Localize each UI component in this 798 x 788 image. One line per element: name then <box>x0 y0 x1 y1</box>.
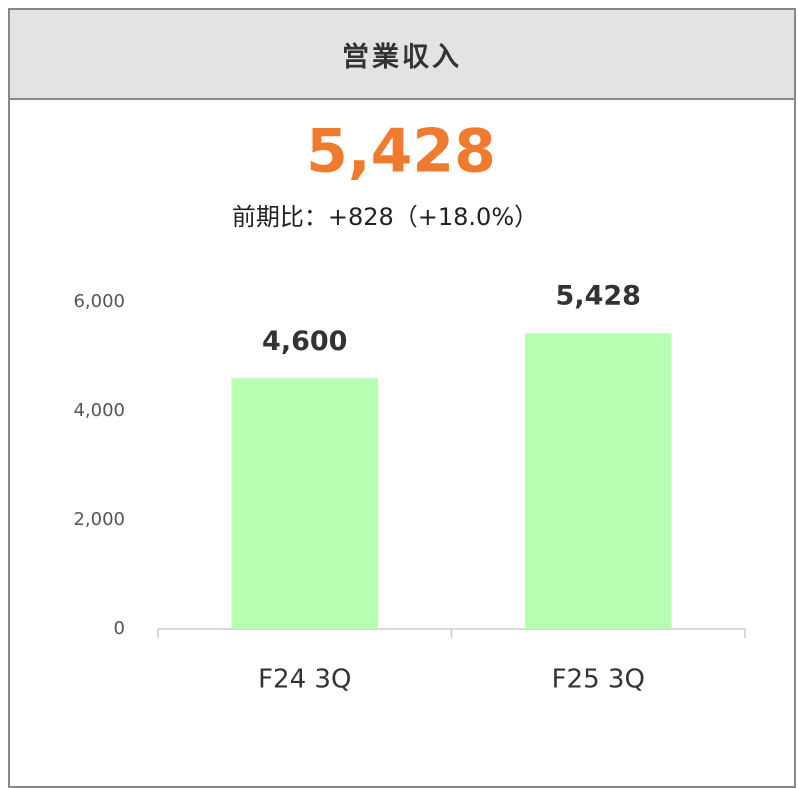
chart: 5,428 前期比：+828（+18.0%） 0 2,000 4,000 6,000 F… <box>73 117 746 695</box>
bar <box>524 333 672 629</box>
y-tick-label: 2,000 <box>73 509 125 530</box>
subtitle: 前期比：+828（+18.0%） <box>232 203 538 231</box>
headline: 5,428 <box>306 117 496 187</box>
x-tick-label: F24 3Q <box>258 665 351 695</box>
y-tick-label: 4,000 <box>73 400 125 421</box>
x-tick-label: F25 3Q <box>552 665 645 695</box>
y-tick-label: 6,000 <box>73 291 125 312</box>
page: 営業収入 5,428 前期比：+828（+18.0%） 0 2,000 4,000 6… <box>8 8 796 788</box>
value-label: 5,428 <box>556 281 641 312</box>
y-tick-label: 0 <box>114 618 125 639</box>
panel: 営業収入 <box>8 8 796 788</box>
panel-header: 営業収入 <box>10 10 794 100</box>
value-label: 4,600 <box>262 326 347 357</box>
bar <box>231 378 379 629</box>
